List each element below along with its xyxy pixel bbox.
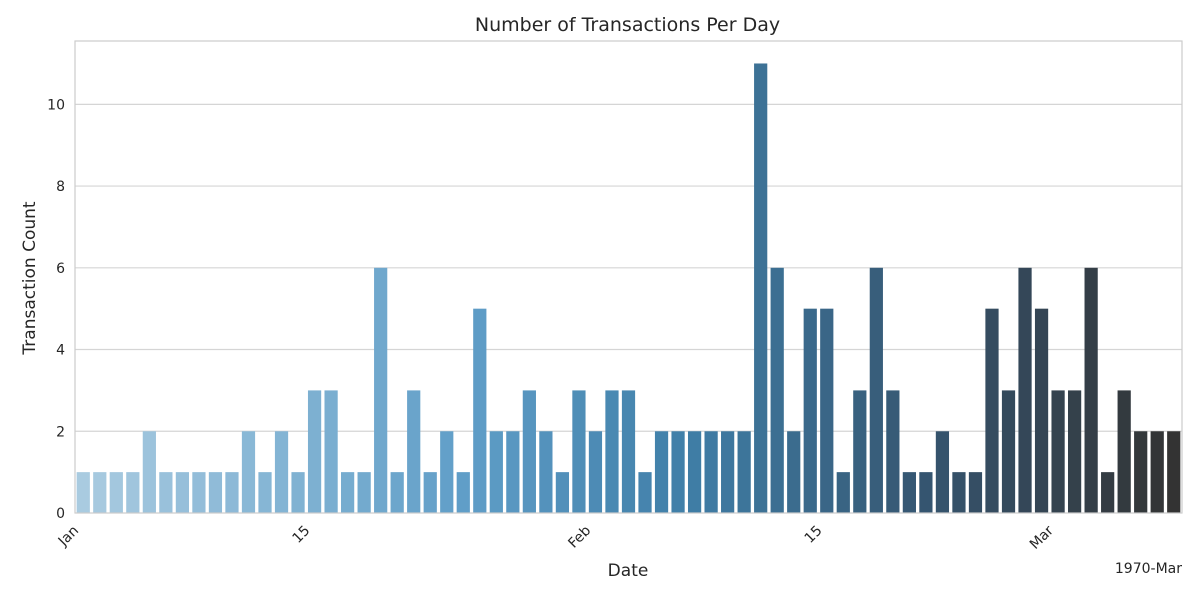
bar <box>803 308 817 513</box>
bar <box>588 431 603 513</box>
bar <box>902 472 916 513</box>
bar <box>1084 267 1098 513</box>
bar <box>357 472 371 513</box>
bar <box>489 431 503 513</box>
bar <box>1101 472 1115 513</box>
bar <box>208 472 223 513</box>
bar <box>1067 390 1082 513</box>
plot-frame <box>74 40 1183 514</box>
bar <box>1051 390 1065 513</box>
x-tick: 15 <box>289 523 313 547</box>
bar <box>853 390 867 513</box>
bar <box>1167 431 1181 513</box>
bar <box>671 431 685 513</box>
bar <box>159 472 173 513</box>
bar <box>407 390 421 513</box>
bar <box>423 472 437 513</box>
bar <box>952 472 966 513</box>
bar <box>76 472 90 513</box>
y-tick-label: 4 <box>56 343 65 359</box>
bar <box>787 431 801 513</box>
bar <box>687 431 702 513</box>
x-axis-offset-label: 1970-Mar <box>1114 561 1182 577</box>
plot-border <box>74 40 1183 514</box>
x-axis-label: Date <box>607 561 649 581</box>
bar <box>555 472 570 513</box>
bar <box>440 431 454 513</box>
bar <box>225 472 239 513</box>
x-tick-label: Mar <box>1027 523 1057 553</box>
x-tick-label: Feb <box>565 523 594 552</box>
y-tick-label: 8 <box>56 179 65 195</box>
gridlines <box>75 103 1182 432</box>
bar <box>770 267 784 513</box>
bar <box>456 472 470 513</box>
bar <box>274 431 289 513</box>
bar <box>1134 431 1148 513</box>
bar <box>390 472 404 513</box>
bar <box>1117 390 1131 513</box>
bar <box>192 472 206 513</box>
bar <box>291 472 305 513</box>
x-tick-labels: Jan 15 Feb 15 Mar <box>55 523 1057 553</box>
bar <box>721 431 735 513</box>
bar <box>737 431 751 513</box>
bars <box>76 63 1181 513</box>
bar <box>126 472 140 513</box>
bar <box>506 431 520 513</box>
bar <box>175 472 190 513</box>
bar <box>1034 308 1049 513</box>
bar <box>522 390 536 513</box>
bar <box>258 472 272 513</box>
x-tick: Feb <box>565 523 594 552</box>
bar <box>241 431 256 513</box>
bar <box>820 308 834 513</box>
chart-title: Number of Transactions Per Day <box>474 14 781 36</box>
bar <box>93 472 107 513</box>
bar <box>886 390 900 513</box>
bar <box>654 431 669 513</box>
x-tick: Mar <box>1027 523 1057 553</box>
bar <box>324 390 338 513</box>
bar <box>704 431 718 513</box>
bar <box>1018 267 1032 513</box>
bar <box>869 267 883 513</box>
bar <box>473 308 487 513</box>
x-tick: Jan <box>55 523 82 550</box>
bar <box>621 390 636 513</box>
bar <box>307 390 322 513</box>
bar <box>341 472 355 513</box>
bar <box>1150 431 1164 513</box>
bar <box>985 308 999 513</box>
y-tick-label: 10 <box>47 97 65 113</box>
bar <box>605 390 619 513</box>
bar <box>836 472 850 513</box>
y-tick-label: 6 <box>56 261 65 277</box>
y-tick-label: 0 <box>56 506 65 522</box>
bar <box>1001 390 1016 513</box>
y-tick-label: 2 <box>56 424 65 440</box>
x-tick: 15 <box>802 523 826 547</box>
bar <box>638 472 652 513</box>
x-tick-label: Jan <box>55 523 82 550</box>
y-tick-labels: 0 2 4 6 8 10 <box>47 97 65 522</box>
bar <box>919 472 933 513</box>
bar <box>374 267 388 513</box>
x-tick-label: 15 <box>289 523 313 547</box>
bar <box>572 390 586 513</box>
x-tick-label: 15 <box>802 523 826 547</box>
bar <box>754 63 768 513</box>
bar <box>109 472 123 513</box>
bar <box>968 472 983 513</box>
bar <box>539 431 553 513</box>
bar <box>142 431 156 513</box>
bar <box>935 431 950 513</box>
